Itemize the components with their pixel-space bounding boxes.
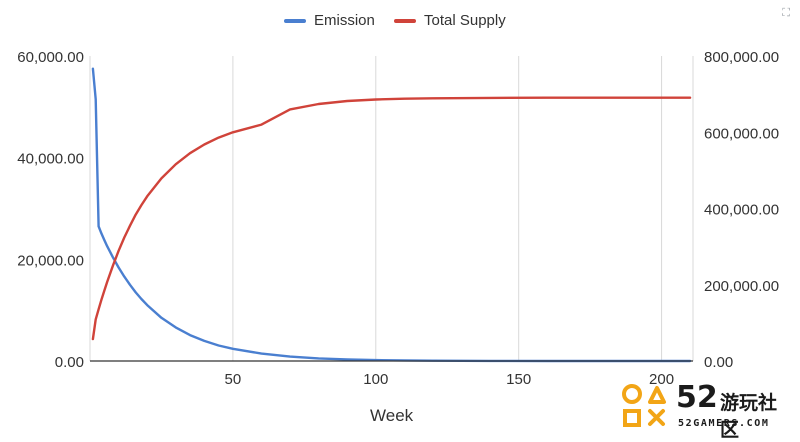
legend-label-emission: Emission [314, 12, 375, 29]
y-right-tick-label: 200,000.00 [704, 278, 779, 295]
y-left-tick-label: 0.00 [55, 354, 84, 371]
watermark-number: 52 [676, 380, 718, 415]
x-tick-label: 100 [363, 371, 388, 388]
legend-swatch-emission [284, 18, 306, 23]
watermark-logo: 52 游玩社区 52GAMERS.COM [620, 378, 795, 441]
y-left-tick-label: 20,000.00 [17, 252, 84, 269]
y-right-tick-label: 400,000.00 [704, 202, 779, 219]
y-left-tick-label: 40,000.00 [17, 151, 84, 168]
series-line-total-supply [91, 96, 692, 341]
x-tick-label: 50 [225, 371, 242, 388]
legend-label-total-supply: Total Supply [424, 12, 506, 29]
legend-swatch-total-supply [394, 18, 416, 23]
watermark-chinese: 游玩社区 [720, 392, 778, 441]
watermark-english: 52GAMERS.COM [678, 418, 770, 429]
legend: Emission Total Supply [0, 12, 800, 34]
series-line-emission [91, 67, 692, 363]
y-right-tick-label: 800,000.00 [704, 49, 779, 66]
y-right-tick-label: 0.00 [704, 354, 733, 371]
y-left-tick-label: 60,000.00 [17, 49, 84, 66]
x-axis-label: Week [370, 406, 414, 425]
y-right-tick-label: 600,000.00 [704, 125, 779, 142]
legend-item-total-supply[interactable]: Total Supply [394, 12, 506, 29]
legend-item-emission[interactable]: Emission [284, 12, 375, 29]
x-tick-label: 150 [506, 371, 531, 388]
watermark-symbol-icon [622, 384, 666, 427]
x-tick-label: 200 [649, 371, 674, 388]
expand-icon[interactable]: ⛶ [782, 6, 790, 19]
